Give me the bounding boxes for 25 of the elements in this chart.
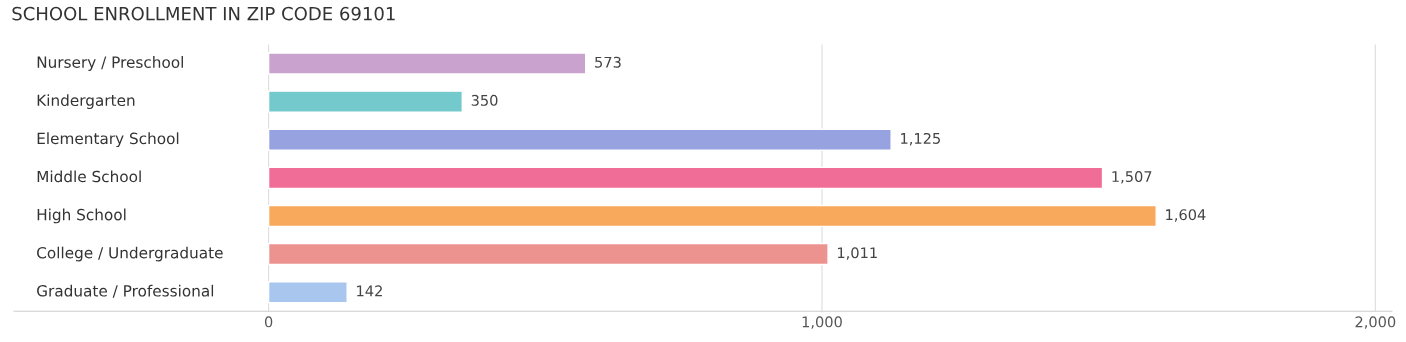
bar (267, 52, 587, 75)
x-tick-label: 0 (264, 316, 273, 328)
bar (267, 90, 463, 113)
bar (267, 242, 829, 266)
data-label: 350 (471, 94, 498, 106)
bar (267, 166, 1104, 190)
data-label: 1,507 (1112, 171, 1152, 184)
y-tick-label: Graduate / Professional (37, 284, 214, 298)
y-tick-label: College / Undergraduate (37, 246, 223, 262)
bar (267, 204, 1157, 228)
bar (267, 128, 892, 151)
chart-title: SCHOOL ENROLLMENT IN ZIP CODE 69101 (12, 6, 395, 21)
y-tick-label: High School (37, 208, 126, 224)
data-label: 1,125 (901, 132, 940, 146)
data-label: 142 (357, 285, 382, 297)
y-tick-label: Elementary School (37, 132, 179, 148)
y-tick-label: Middle School (37, 170, 141, 183)
data-label: 1,604 (1166, 209, 1206, 222)
bar (267, 280, 348, 304)
y-tick-label: Nursery / Preschool (37, 56, 183, 71)
y-tick-label: Kindergarten (37, 94, 135, 110)
x-tick-label: 1,000 (802, 316, 842, 329)
x-tick-label: 2,000 (1355, 316, 1396, 329)
data-label: 1,011 (838, 247, 877, 260)
data-label: 573 (595, 56, 621, 68)
